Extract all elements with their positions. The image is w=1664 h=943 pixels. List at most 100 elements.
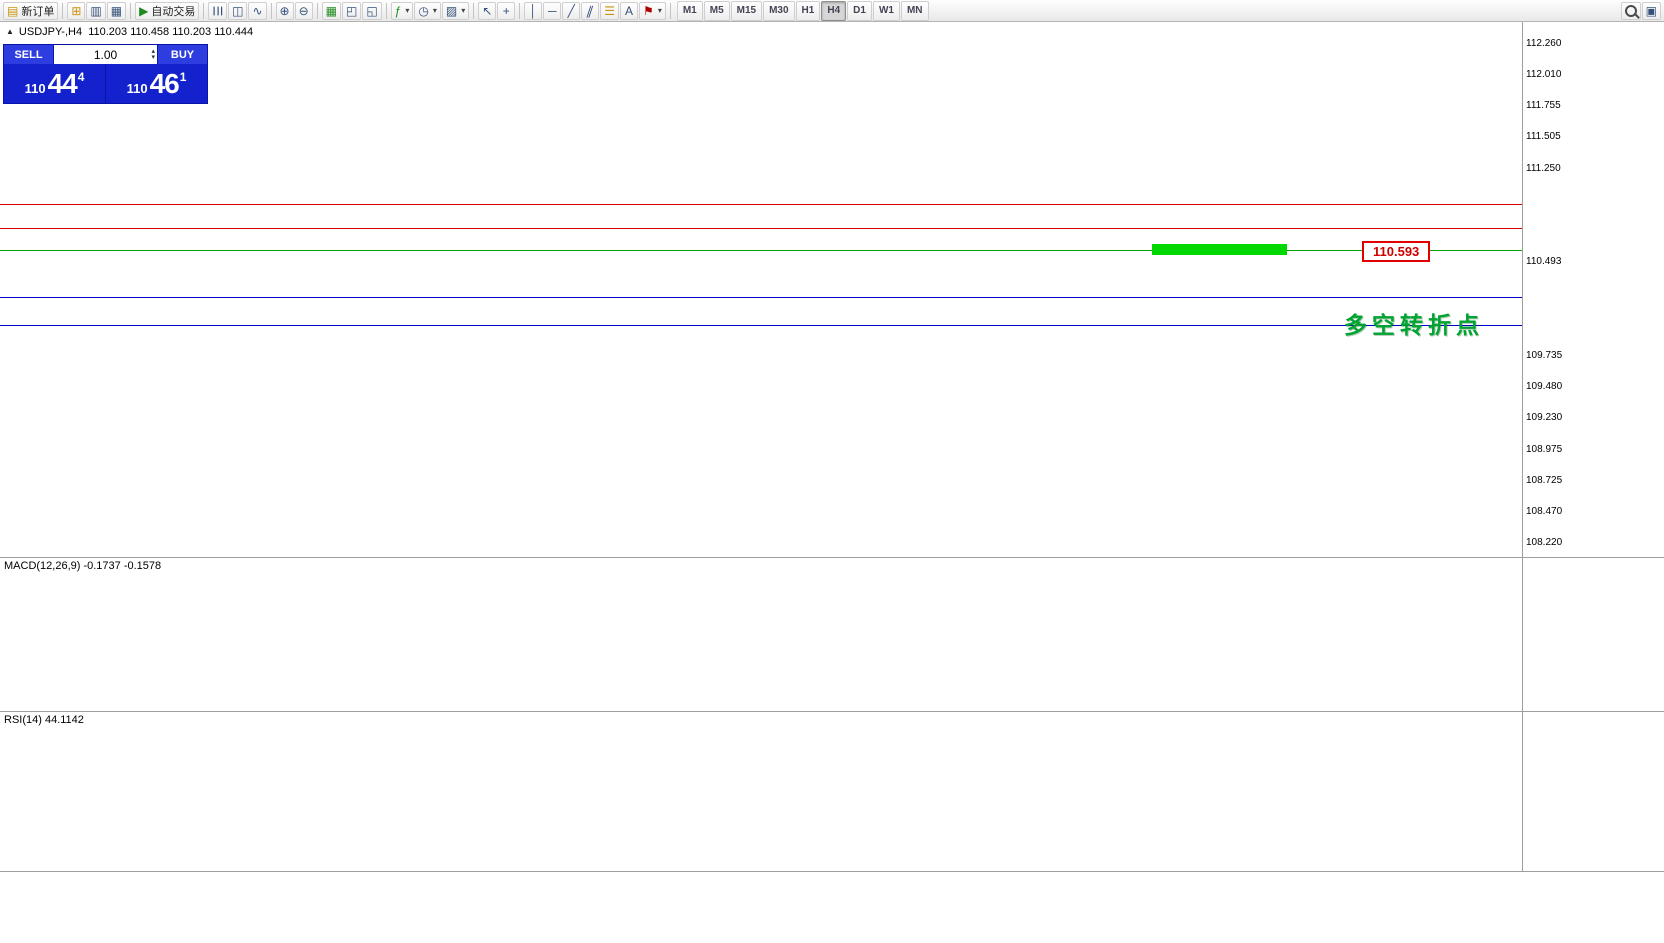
zoom-in-button[interactable]: ⊕ <box>275 1 294 20</box>
horizontal-line-icon: ─ <box>548 3 557 18</box>
chart-title: ▲ USDJPY-,H4 110.203 110.458 110.203 110.… <box>6 26 253 38</box>
arrange-windows-button[interactable]: ▦ <box>321 1 341 20</box>
sell-price-big: 44 <box>47 67 78 99</box>
panel-separator-timeaxis <box>0 871 1664 872</box>
one-click-collapse-icon[interactable]: ▲ <box>6 27 14 36</box>
toolbar-separator <box>385 2 387 19</box>
volume-up-button[interactable]: ▴ <box>151 47 155 55</box>
timeframe-mn[interactable]: MN <box>900 0 929 21</box>
price-axis-label: 112.010 <box>1526 69 1562 80</box>
price-axis-label: 108.470 <box>1526 506 1563 517</box>
search-icon <box>1624 4 1637 17</box>
price-axis-label: 109.480 <box>1526 381 1563 392</box>
cursor-button[interactable]: ↖ <box>478 1 497 20</box>
dropdown-icon: ▾ <box>405 6 410 15</box>
timeframe-m30[interactable]: M30 <box>763 0 795 21</box>
macd-label: MACD(12,26,9) -0.1737 -0.1578 <box>4 560 162 572</box>
price-label-callout[interactable]: 110.593 <box>1362 241 1431 262</box>
candlestick-button[interactable]: ◫ <box>228 1 248 20</box>
timeframe-w1[interactable]: W1 <box>872 0 900 21</box>
timeframe-h4[interactable]: H4 <box>821 0 847 21</box>
new-order-label: 新订单 <box>21 5 55 18</box>
templates-button[interactable]: ▨ ▾ <box>441 1 470 20</box>
main-toolbar: ▤ 新订单 ⊞ ▥ ▦ ▶ 自动交易 ☰ ◫ ∿ ⊕ ⊖ ▦ ◰ ◱ ƒ ▾ ◷ ▾… <box>0 0 1664 22</box>
timeframe-m5[interactable]: M5 <box>703 0 730 21</box>
profiles-button[interactable]: ▥ <box>86 1 106 20</box>
search-button[interactable] <box>1620 1 1641 20</box>
panel-separator-macd[interactable] <box>0 557 1664 558</box>
tile-windows-icon: ◱ <box>366 3 378 18</box>
channel-icon: ∥ <box>585 3 596 18</box>
price-axis-separator <box>1522 22 1523 871</box>
cascade-windows-button[interactable]: ◰ <box>341 1 362 20</box>
line-chart-icon: ∿ <box>252 3 263 18</box>
auto-trading-icon: ▶ <box>139 3 149 18</box>
zoom-out-icon: ⊖ <box>298 3 309 18</box>
text-tool-button[interactable]: A <box>620 1 639 20</box>
trendline-button[interactable]: ╱ <box>562 1 581 20</box>
buy-price-base: 110 <box>126 81 148 96</box>
data-window-icon: ▦ <box>110 3 123 18</box>
new-order-icon: ▤ <box>7 3 19 18</box>
volume-input[interactable]: 1.00 ▴ ▾ <box>53 45 158 64</box>
window-list-button[interactable]: ▣ <box>1641 1 1661 20</box>
bar-chart-button[interactable]: ☰ <box>208 1 228 20</box>
toolbar-separator <box>316 2 318 19</box>
data-window-button[interactable]: ▦ <box>106 1 127 20</box>
timeframe-m15[interactable]: M15 <box>730 0 763 21</box>
line-chart-button[interactable]: ∿ <box>248 1 267 20</box>
toolbar-separator <box>270 2 272 19</box>
dropdown-icon: ▾ <box>657 6 662 15</box>
cascade-windows-icon: ◰ <box>345 3 358 18</box>
volume-down-button[interactable]: ▾ <box>151 53 155 61</box>
window-list-icon: ▣ <box>1645 3 1657 18</box>
timeframe-h1[interactable]: H1 <box>795 0 821 21</box>
volume-spinner: ▴ ▾ <box>151 46 155 63</box>
buy-button[interactable]: BUY <box>170 48 195 61</box>
buy-price-button[interactable]: 110 46 1 <box>105 64 207 103</box>
indicators-button[interactable]: ƒ ▾ <box>390 1 414 20</box>
price-axis-label: 111.250 <box>1526 163 1561 174</box>
turning-point-text[interactable]: 多空转折点 <box>1344 312 1484 338</box>
zoom-out-button[interactable]: ⊖ <box>294 1 313 20</box>
channel-button[interactable]: ∥ <box>581 1 600 20</box>
arrows-tool-icon: ⚑ <box>643 3 654 18</box>
toolbar-separator <box>519 2 521 19</box>
price-axis-label: 109.735 <box>1526 350 1563 361</box>
toolbar-separator <box>62 2 64 19</box>
timeframe-m1[interactable]: M1 <box>676 0 703 21</box>
cursor-icon: ↖ <box>482 3 493 18</box>
vertical-line-icon: │ <box>529 3 538 18</box>
price-axis-label: 112.260 <box>1526 38 1562 49</box>
trendline-icon: ╱ <box>567 3 575 18</box>
new-chart-button[interactable]: ⊞ <box>67 1 86 20</box>
chart-symbol-period: USDJPY-,H4 <box>18 26 83 38</box>
vertical-line-button[interactable]: │ <box>524 1 543 20</box>
horizontal-line-button[interactable]: ─ <box>543 1 562 20</box>
fibonacci-icon: ☰ <box>604 3 616 18</box>
price-axis-label: 110.493 <box>1526 256 1562 267</box>
tile-windows-button[interactable]: ◱ <box>362 1 382 20</box>
price-axis-label: 108.220 <box>1526 537 1563 548</box>
crosshair-button[interactable]: + <box>497 1 516 20</box>
toolbar-separator <box>203 2 205 19</box>
sell-price-button[interactable]: 110 44 4 <box>4 64 105 103</box>
price-axis-label: 108.725 <box>1526 475 1563 486</box>
buy-price-sup: 1 <box>179 69 187 84</box>
buy-price-big: 46 <box>149 67 180 99</box>
new-order-button[interactable]: ▤ 新订单 <box>3 1 59 20</box>
timeframe-group: M1 M5 M15 M30 H1 H4 D1 W1 MN <box>676 0 929 21</box>
arrows-tool-button[interactable]: ⚑ ▾ <box>639 1 666 20</box>
panel-separator-rsi[interactable] <box>0 711 1664 712</box>
timeframe-d1[interactable]: D1 <box>847 0 872 21</box>
text-tool-icon: A <box>625 3 634 18</box>
sell-button[interactable]: SELL <box>14 48 43 61</box>
sell-price-sup: 4 <box>77 69 85 84</box>
indicators-icon: ƒ <box>394 3 402 18</box>
chart-ohlc-values: 110.203 110.458 110.203 110.444 <box>88 26 254 38</box>
auto-trading-button[interactable]: ▶ 自动交易 <box>135 1 200 20</box>
periods-button[interactable]: ◷ ▾ <box>414 1 441 20</box>
volume-value: 1.00 <box>93 47 118 62</box>
fibonacci-button[interactable]: ☰ <box>600 1 620 20</box>
